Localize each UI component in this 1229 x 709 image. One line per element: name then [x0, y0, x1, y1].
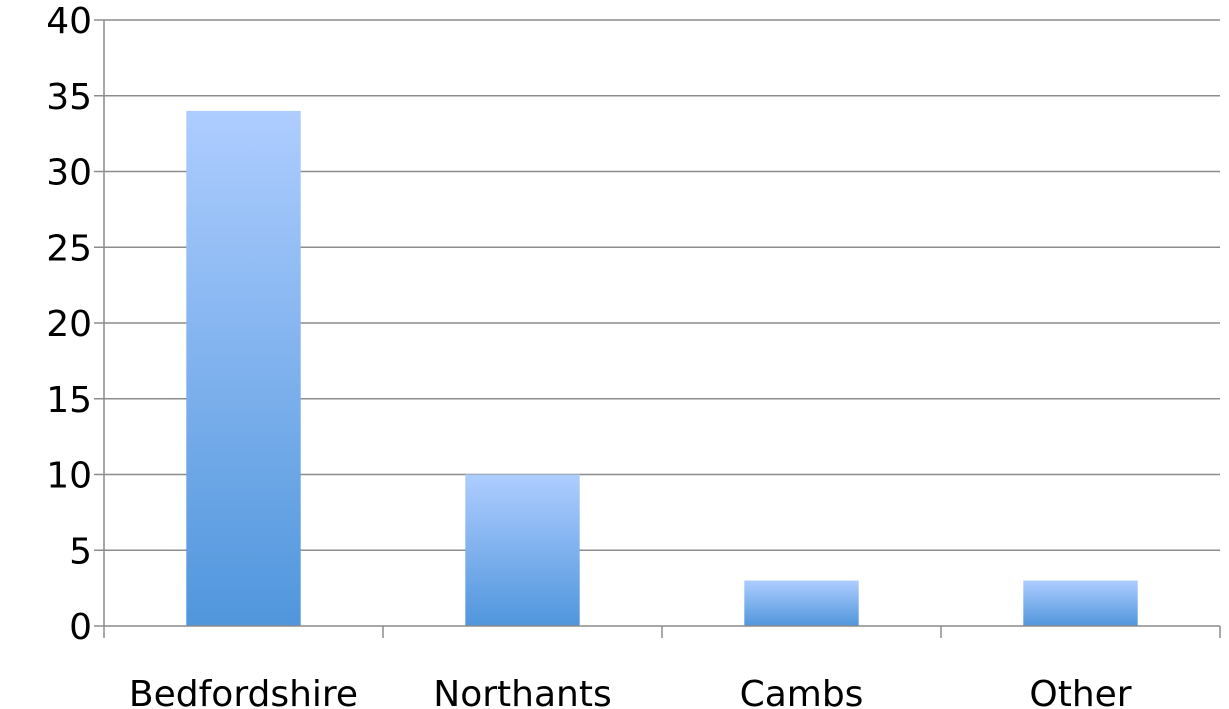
y-tick-label: 20 [46, 304, 92, 345]
y-tick-label: 15 [46, 380, 92, 421]
bar-bedfordshire [186, 110, 301, 626]
x-tick-label: Other [1029, 674, 1131, 709]
x-tick-label: Cambs [740, 674, 864, 709]
y-tick-label: 35 [46, 77, 92, 118]
y-tick-label: 25 [46, 228, 92, 269]
bar-northants [465, 474, 580, 626]
tick-labels: 0 5 10 15 20 25 30 35 40 Bedfordshire Northants Cam… [46, 1, 1132, 709]
y-tick-label: 30 [46, 153, 92, 194]
y-tick-label: 0 [69, 607, 92, 648]
x-tick-label: Bedfordshire [129, 674, 358, 709]
axes [94, 19, 1221, 638]
y-tick-label: 10 [46, 456, 92, 497]
bar-other [1023, 580, 1138, 626]
bar-cambs [744, 580, 859, 626]
y-tick-label: 40 [46, 1, 92, 42]
y-tick-label: 5 [69, 531, 92, 572]
x-tick-label: Northants [433, 674, 611, 709]
bars [186, 110, 1138, 626]
